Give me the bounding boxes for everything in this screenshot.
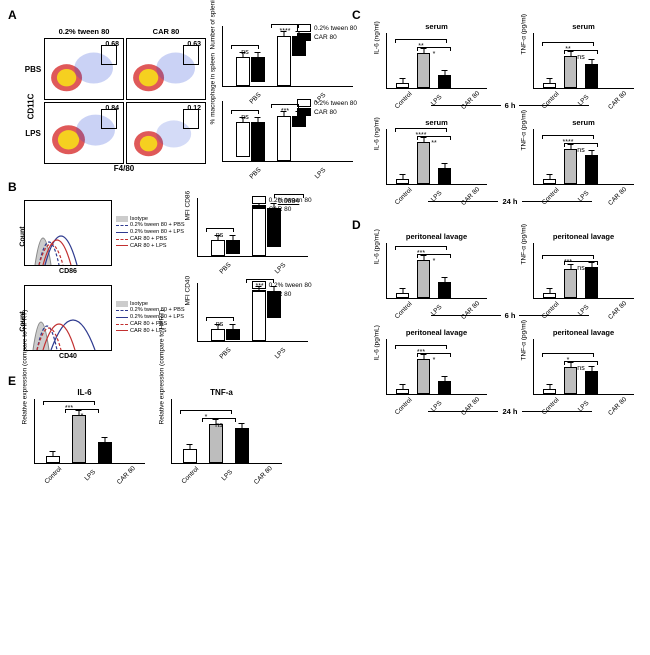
fc-row-head-1: PBS	[24, 38, 42, 100]
panel-cd-column: C serum***IL-6 (ng/ml)ControlLPSCAR 80se…	[352, 8, 650, 486]
panel-a-label: A	[8, 8, 17, 22]
fc-x-axis: F4/80	[24, 164, 206, 173]
fc-plot-lps-car: 0.12	[126, 102, 206, 164]
panel-b-chart1: 0.2% tween 80CAR 80 ns0.0834MFI CD86PBSL…	[197, 198, 308, 257]
panel-e: E IL-6 ****Relative expression (compare …	[8, 368, 348, 486]
panel-e-chart2: *nsRelative expression (compare to HPRT)…	[171, 399, 282, 464]
fc-pct-3: 0.84	[105, 105, 119, 112]
panel-a-bars: 0.2% tween 80CAR 80 ns****Number of sple…	[214, 22, 353, 176]
panel-a: A 0.2% tween 80 CAR 80 PBS 0.68	[8, 8, 348, 176]
hist-legend-2: Isotype0.2% tween 80 + PBS0.2% tween 80 …	[116, 301, 185, 335]
panel-e-chart1: ****Relative expression (compare to HPRT…	[34, 399, 145, 464]
fc-col-head-2: CAR 80	[126, 27, 206, 36]
e-title-2: TNF-a	[161, 388, 282, 397]
panel-b: B Count CD86 Isotype0.2% tween 80 + PBS0…	[8, 180, 348, 364]
hist-x-cd40: CD40	[25, 353, 111, 360]
hist-x-cd86: CD86	[25, 268, 111, 275]
panel-c-grid: serum***IL-6 (ng/ml)ControlLPSCAR 80seru…	[368, 22, 650, 210]
hist-cd86: Count CD86	[24, 200, 112, 266]
fc-plot-lps-tween: 0.84	[44, 102, 124, 164]
fc-plot-pbs-tween: 0.68	[44, 38, 124, 100]
hist-legend-1: Isotype0.2% tween 80 + PBS0.2% tween 80 …	[116, 216, 185, 250]
panel-d-label: D	[352, 218, 650, 232]
fc-pct-1: 0.68	[105, 41, 119, 48]
hist-cd40: Count CD40	[24, 285, 112, 351]
panel-b-chart2: 0.2% tween 80CAR 80 ns***MFI CD40PBSLPS	[197, 283, 308, 342]
panel-b-label: B	[8, 180, 17, 194]
panel-a-chart2: 0.2% tween 80CAR 80 ns***% macrophage in…	[222, 101, 353, 162]
panel-a-chart1: 0.2% tween 80CAR 80 ns****Number of sple…	[222, 26, 353, 87]
legend-a2: 0.2% tween 80CAR 80	[297, 99, 357, 117]
panel-e-label: E	[8, 374, 16, 388]
fc-y-axis: CD11C	[26, 94, 35, 120]
fc-pct-2: 0.63	[187, 41, 201, 48]
panel-d-grid: peritoneal lavage****IL-6 (pg/mL)Control…	[368, 232, 650, 420]
fc-col-head-1: 0.2% tween 80	[44, 27, 124, 36]
fc-plot-pbs-car: 0.63	[126, 38, 206, 100]
flow-cytometry-grid: 0.2% tween 80 CAR 80 PBS 0.68 0.63 LPS	[24, 22, 206, 164]
e-title-1: IL-6	[24, 388, 145, 397]
figure: A 0.2% tween 80 CAR 80 PBS 0.68	[8, 8, 642, 486]
panel-c-label: C	[352, 8, 361, 22]
fc-pct-4: 0.12	[187, 105, 201, 112]
